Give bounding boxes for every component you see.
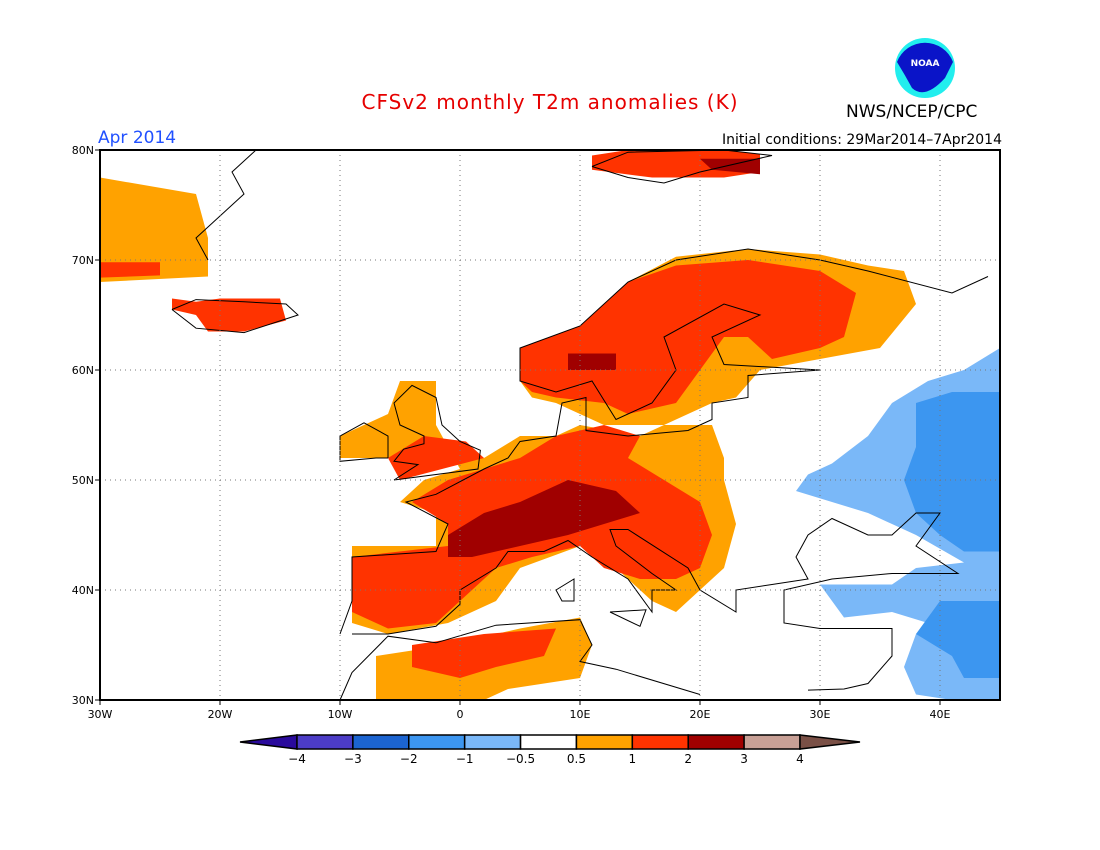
x-tick-label: 10E <box>570 708 591 721</box>
colorbar-swatch <box>575 734 634 750</box>
x-tick-label: 30E <box>810 708 831 721</box>
anomaly-region <box>568 353 616 370</box>
colorbar-label: 2 <box>684 752 692 766</box>
map-frame <box>99 149 1001 701</box>
anomaly-region <box>412 628 556 678</box>
colorbar-label: 3 <box>740 752 748 766</box>
anomaly-region <box>172 298 286 332</box>
coastline <box>591 149 773 184</box>
chart-title: CFSv2 monthly T2m anomalies (K) <box>361 90 739 114</box>
colorbar-swatch <box>687 734 745 750</box>
anomaly-region <box>100 262 160 278</box>
colorbar-swatch <box>743 734 801 750</box>
coastline <box>339 619 701 701</box>
colorbar-swatch <box>408 734 466 750</box>
colorbar-swatch <box>352 734 410 750</box>
colorbar-swatch <box>296 734 354 750</box>
coastline <box>555 578 575 602</box>
colorbar-label: −4 <box>288 752 306 766</box>
colorbar-swatch <box>463 734 522 750</box>
colorbar-swatch <box>631 734 689 750</box>
agency-label: NWS/NCEP/CPC <box>846 102 978 122</box>
y-tick-label: 40N <box>72 584 94 597</box>
y-tick-label: 80N <box>72 144 94 157</box>
anomaly-region <box>448 480 640 557</box>
coastline <box>171 299 299 334</box>
coastline <box>609 609 647 627</box>
x-tick-label: 30W <box>88 708 113 721</box>
y-tick-label: 50N <box>72 474 94 487</box>
colorbar-label: −3 <box>344 752 362 766</box>
colorbar-label: −2 <box>400 752 418 766</box>
forecast-period: Apr 2014 <box>98 128 177 148</box>
x-tick-label: 0 <box>457 708 464 721</box>
y-tick-label: 30N <box>72 694 94 707</box>
initial-conditions: Initial conditions: 29Mar2014–7Apr2014 <box>722 132 1002 148</box>
colorbar-label: 4 <box>796 752 804 766</box>
x-tick-label: 20W <box>208 708 233 721</box>
x-tick-label: 10W <box>328 708 353 721</box>
y-tick-label: 60N <box>72 364 94 377</box>
logo-text: NOAA <box>911 59 940 69</box>
coastline <box>393 384 481 481</box>
anomaly-region <box>592 150 760 178</box>
noaa-logo-icon: NOAA <box>895 38 955 98</box>
anomaly-region <box>100 177 208 282</box>
anomaly-region <box>916 601 1000 678</box>
anomaly-region <box>904 392 1000 552</box>
x-tick-label: 40E <box>930 708 951 721</box>
colorbar-arrow-low <box>239 734 298 750</box>
anomaly-region <box>520 260 856 414</box>
colorbar-label: 1 <box>629 752 637 766</box>
colorbar-swatch <box>519 734 578 750</box>
colorbar-arrow-high <box>799 734 861 750</box>
x-tick-label: 20E <box>690 708 711 721</box>
anomaly-region <box>700 158 760 175</box>
colorbar-label: 0.5 <box>567 752 586 766</box>
y-tick-label: 70N <box>72 254 94 267</box>
colorbar-label: −0.5 <box>506 752 535 766</box>
colorbar-label: −1 <box>456 752 474 766</box>
coastline <box>195 149 257 261</box>
